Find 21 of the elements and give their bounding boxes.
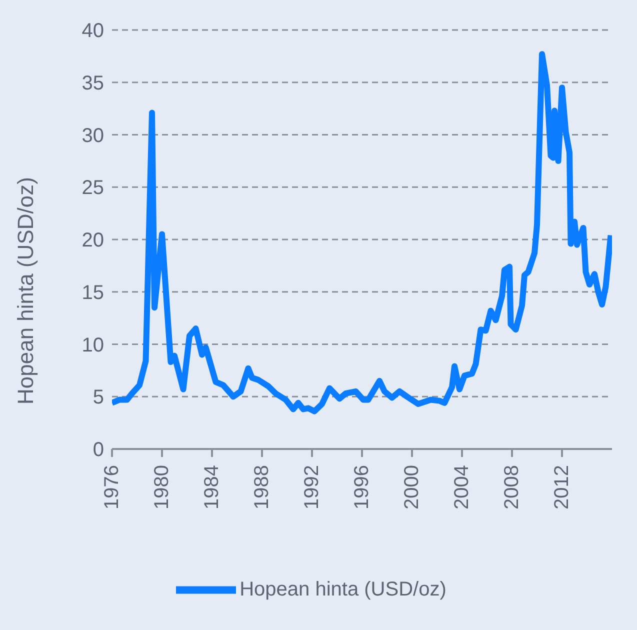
- y-tick-label: 25: [82, 177, 104, 200]
- x-tick-label: 2000: [401, 465, 423, 510]
- y-tick-label: 5: [92, 386, 104, 409]
- y-axis-title: Hopean hinta (USD/oz): [12, 177, 38, 404]
- legend-label: Hopean hinta (USD/oz): [240, 578, 446, 600]
- x-tick-label: 1984: [201, 465, 223, 510]
- x-tick-label: 1992: [301, 465, 323, 510]
- y-tick-label: 40: [82, 20, 104, 42]
- x-tick-label: 1988: [251, 465, 273, 510]
- y-tick-label: 30: [82, 124, 104, 147]
- x-tick-label: 1976: [101, 465, 123, 510]
- x-tick-label: 2012: [551, 465, 573, 510]
- y-tick-label: 20: [82, 230, 104, 252]
- x-tick-label: 2008: [501, 465, 523, 510]
- x-tick-label: 2004: [451, 465, 473, 510]
- y-tick-label: 10: [82, 334, 104, 356]
- x-tick-label: 1996: [351, 465, 373, 510]
- y-tick-label: 15: [82, 282, 104, 304]
- y-tick-label: 0: [92, 439, 104, 462]
- y-tick-label: 35: [82, 72, 104, 94]
- x-tick-label: 1980: [151, 465, 173, 510]
